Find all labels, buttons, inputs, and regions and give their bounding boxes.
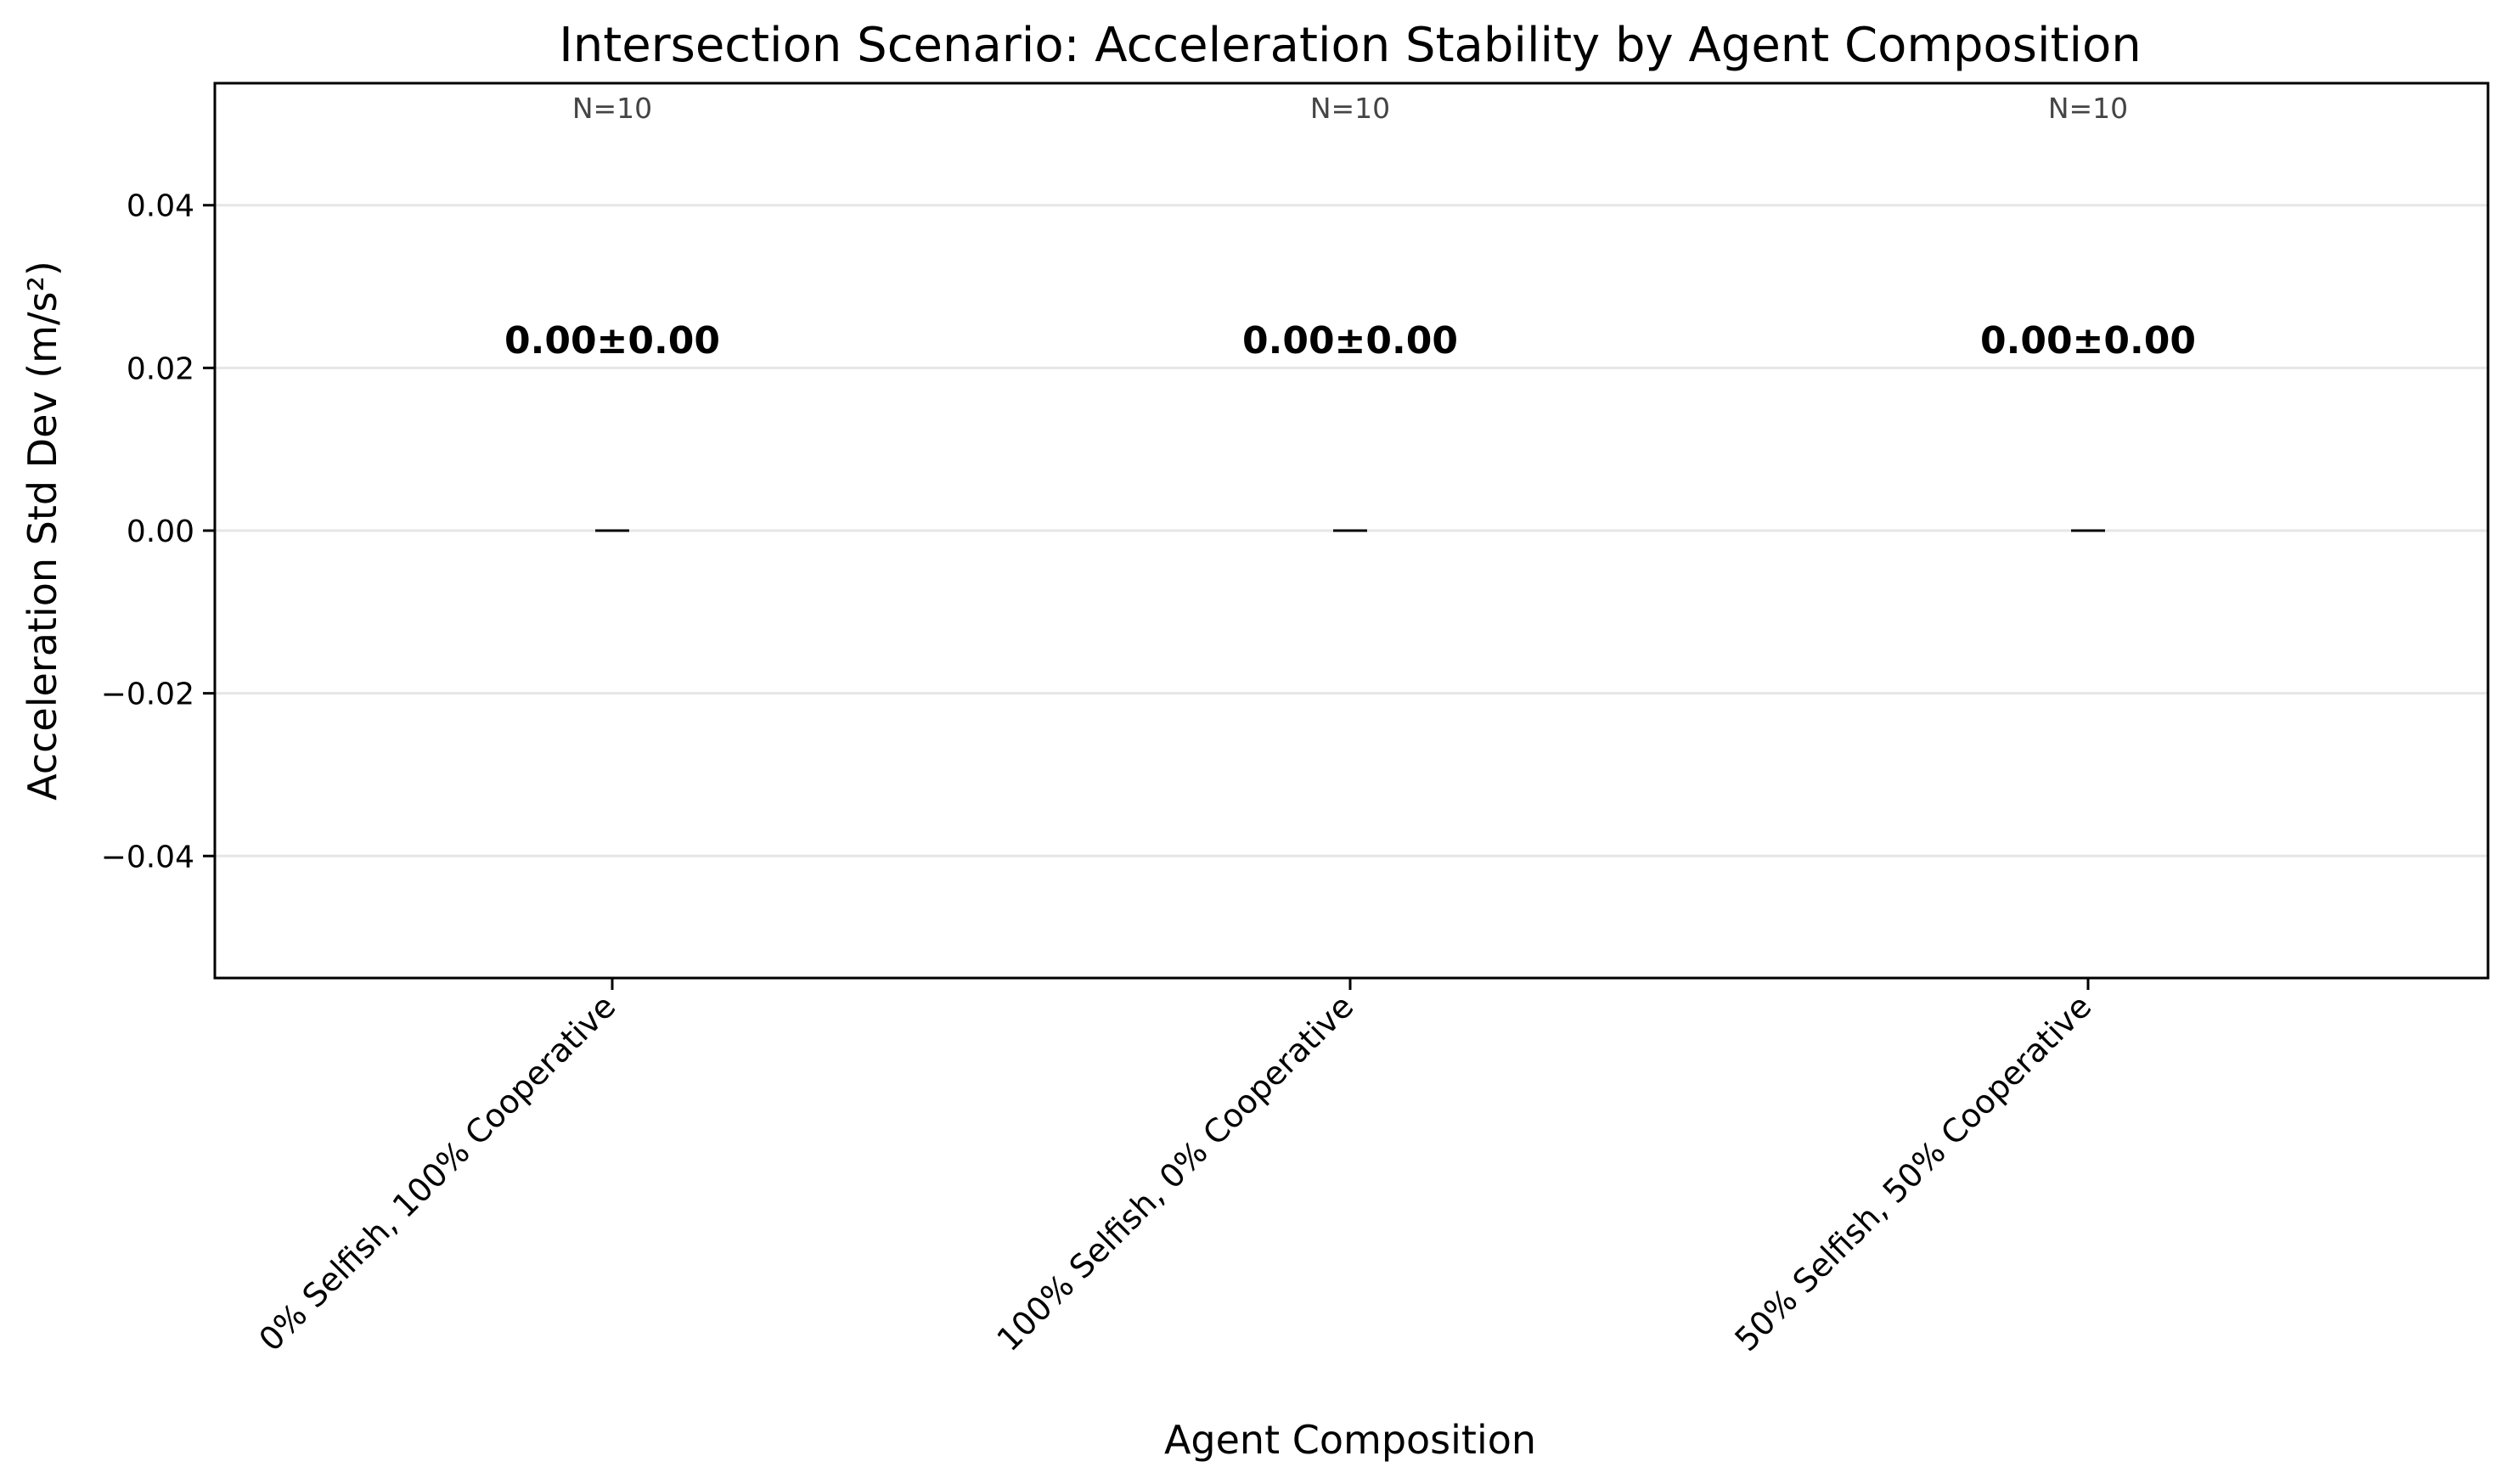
bar <box>1333 529 1367 532</box>
x-axis-ticks: 0% Selfish, 100% Cooperative 100% Selfish… <box>251 978 2098 1358</box>
y-axis-label: Acceleration Std Dev (m/s²) <box>20 261 65 801</box>
y-tick-label: −0.04 <box>101 840 194 874</box>
bar-series <box>595 529 2105 532</box>
bar-annotations: 0.00±0.00 N=10 0.00±0.00 N=10 0.00±0.00 N=10 <box>504 92 2196 363</box>
bar <box>2071 529 2105 532</box>
sample-size-label: N=10 <box>572 92 652 125</box>
sample-size-label: N=10 <box>2048 92 2128 125</box>
plot-frame <box>213 82 2490 980</box>
x-tick-label: 100% Selfish, 0% Cooperative <box>989 987 1360 1358</box>
bar <box>595 529 629 532</box>
value-label: 0.00±0.00 <box>1242 319 1458 363</box>
y-tick-label: −0.02 <box>101 677 194 712</box>
chart-title: Intersection Scenario: Acceleration Stab… <box>559 18 2142 73</box>
x-tick-label: 50% Selfish, 50% Cooperative <box>1727 987 2098 1358</box>
y-axis-ticks: −0.04 −0.02 0.00 0.02 0.04 <box>101 189 215 874</box>
sample-size-label: N=10 <box>1310 92 1390 125</box>
x-tick-label: 0% Selfish, 100% Cooperative <box>251 987 622 1358</box>
x-axis-label: Agent Composition <box>1164 1417 1536 1463</box>
value-label: 0.00±0.00 <box>1980 319 2196 363</box>
value-label: 0.00±0.00 <box>504 319 720 363</box>
y-tick-label: 0.00 <box>127 514 194 549</box>
y-tick-label: 0.02 <box>127 351 194 386</box>
y-tick-label: 0.04 <box>127 189 194 224</box>
